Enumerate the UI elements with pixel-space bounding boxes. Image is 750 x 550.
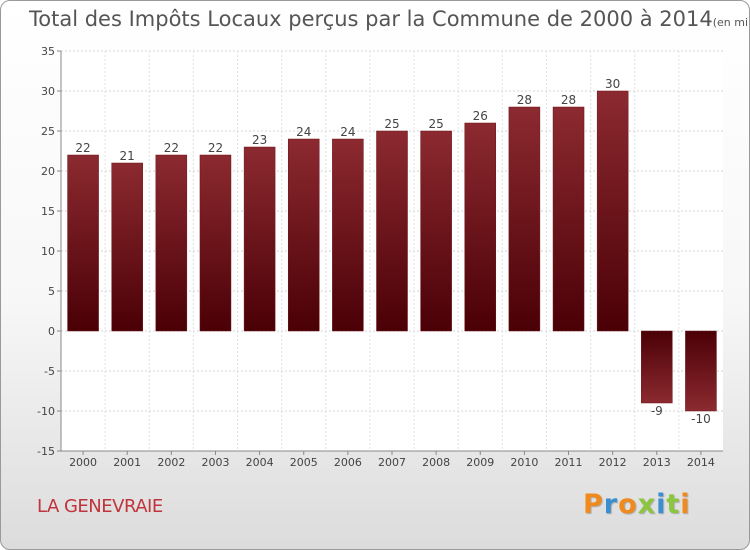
bar-2005 [287,138,320,332]
bar-2000 [67,154,99,332]
chart-subtitle: (en milliers d'€) [712,16,749,29]
x-tick-label-2002: 2002 [157,456,185,469]
bar-2003 [199,154,232,332]
x-tick-label-2001: 2001 [113,456,141,469]
data-label-2008: 25 [428,117,443,131]
logo-letter: x [637,489,657,520]
bar-2006 [332,138,364,332]
bar-2002 [155,154,188,332]
commune-name: LA GENEVRAIE [37,496,163,517]
data-label-2000: 22 [75,141,90,155]
data-label-2006: 24 [340,125,355,139]
bar-2008 [420,130,452,332]
x-tick-label-2006: 2006 [334,456,362,469]
x-tick-label-2004: 2004 [246,456,274,469]
x-tick-label-2012: 2012 [599,456,627,469]
data-label-2005: 24 [296,125,311,139]
logo-letter: i [656,489,667,520]
logo-letter: o [618,489,638,520]
x-tick-label-2010: 2010 [510,456,538,469]
x-tick-label-2011: 2011 [555,456,583,469]
y-tick-label: 15 [41,205,55,218]
data-label-2014: -10 [691,412,711,426]
data-label-2013: -9 [651,404,663,418]
y-tick-label: 20 [41,165,55,178]
y-tick-label: -5 [44,365,55,378]
y-tick-label: 35 [41,45,55,58]
bar-2004 [243,146,276,332]
data-label-2004: 23 [252,133,267,147]
axis-layer: -15 -10 -5 0 5 10 15 20 25 30 35 2000 2001 2002 2003 20… [37,45,723,469]
y-tick-label: 0 [48,325,55,338]
data-label-2009: 26 [473,109,488,123]
y-tick-label: -15 [37,445,55,458]
x-tick-label-2005: 2005 [290,456,318,469]
x-tick-label-2008: 2008 [422,456,450,469]
logo-letter: i [680,489,691,520]
y-tick-label: 30 [41,85,55,98]
proxiti-logo[interactable]: Proxiti [583,489,691,520]
bar-2001 [111,162,143,332]
chart-title: Total des Impôts Locaux perçus par la Co… [29,7,749,31]
data-label-2001: 21 [120,149,135,163]
logo-letter: P [583,489,604,520]
logo-letter: r [603,489,619,520]
y-tick-label: 5 [48,285,55,298]
x-tick-label-2009: 2009 [466,456,494,469]
x-tick-label-2003: 2003 [201,456,229,469]
bar-2011 [552,106,585,332]
bars-layer: 22 21 22 22 23 24 24 25 25 26 28 28 30 -9 -10 [67,77,717,426]
y-tick-label: 10 [41,245,55,258]
x-tick-label-2007: 2007 [378,456,406,469]
data-label-2012: 30 [605,77,620,91]
bar-2007 [376,130,408,332]
x-tick-label-2013: 2013 [643,456,671,469]
y-tick-label: -10 [37,405,55,418]
bar-2009 [464,122,497,332]
x-tick-label-2014: 2014 [687,456,715,469]
bar-2014 [685,330,717,412]
data-label-2011: 28 [561,93,576,107]
data-label-2002: 22 [164,141,179,155]
bar-2010 [508,106,541,332]
data-label-2007: 25 [384,117,399,131]
data-label-2003: 22 [208,141,223,155]
chart-title-text: Total des Impôts Locaux perçus par la Co… [29,7,713,31]
data-label-2010: 28 [517,93,532,107]
logo-letter: t [666,489,681,520]
bar-2013 [641,330,673,404]
bar-2012 [596,90,629,332]
y-tick-label: 25 [41,125,55,138]
x-tick-label-2000: 2000 [69,456,97,469]
